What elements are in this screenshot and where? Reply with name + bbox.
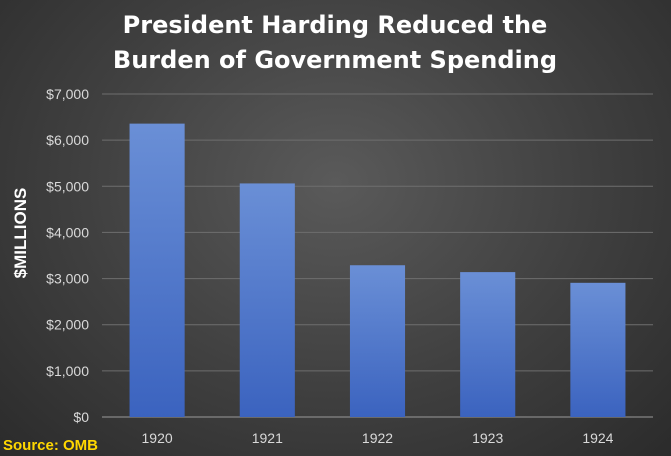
x-tick-label: 1921 <box>252 430 283 446</box>
y-tick-label: $1,000 <box>46 363 89 379</box>
x-tick-label: 1923 <box>472 430 503 446</box>
y-tick-label: $3,000 <box>46 271 89 287</box>
y-tick-label: $6,000 <box>46 132 89 148</box>
bar-1924 <box>570 282 626 417</box>
chart-title-line-1: President Harding Reduced the <box>123 11 548 39</box>
x-tick-label: 1924 <box>582 430 613 446</box>
y-axis-label: $MILLIONS <box>11 188 30 279</box>
bar-1920 <box>129 123 185 417</box>
bar-1921 <box>239 183 295 417</box>
y-tick-label: $2,000 <box>46 317 89 333</box>
y-tick-label: $7,000 <box>46 86 89 102</box>
y-tick-label: $0 <box>73 409 89 425</box>
source-note: Source: OMB <box>3 437 99 454</box>
y-tick-label: $5,000 <box>46 178 89 194</box>
bar-1922 <box>349 265 406 417</box>
x-tick-label: 1920 <box>142 430 173 446</box>
y-tick-labels: $0 $1,000 $2,000 $3,000 $4,000 $5,000 $6,000 $7… <box>46 86 89 425</box>
chart-title-line-2: Burden of Government Spending <box>113 46 557 74</box>
bars <box>129 123 626 417</box>
y-tick-label: $4,000 <box>46 224 89 240</box>
x-tick-labels: 1920 1921 1922 1923 1924 <box>142 430 614 446</box>
bar-1923 <box>460 272 516 417</box>
x-tick-label: 1922 <box>362 430 393 446</box>
